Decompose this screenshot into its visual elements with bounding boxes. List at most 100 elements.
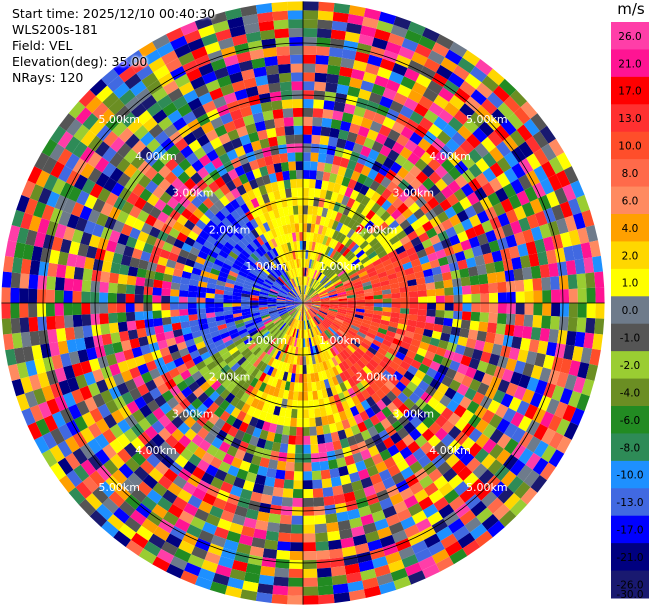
velocity-cell <box>297 400 303 410</box>
velocity-cell <box>516 124 533 142</box>
velocity-cell <box>300 338 303 348</box>
velocity-cell <box>303 303 310 310</box>
velocity-cell <box>287 307 296 313</box>
velocity-cell <box>474 339 486 352</box>
velocity-cell <box>108 229 121 243</box>
velocity-cell <box>323 318 332 326</box>
velocity-cell <box>146 511 163 527</box>
velocity-cell <box>305 311 309 321</box>
velocity-cell <box>533 303 543 316</box>
velocity-cell <box>311 279 317 288</box>
velocity-cell <box>211 334 222 343</box>
velocity-cell <box>343 40 359 52</box>
velocity-cell <box>165 157 179 172</box>
velocity-cell <box>298 382 303 392</box>
velocity-cell <box>253 528 267 540</box>
velocity-cell <box>28 215 42 232</box>
velocity-cell <box>249 303 259 306</box>
velocity-cell <box>470 284 481 295</box>
velocity-cell <box>286 251 292 261</box>
velocity-cell <box>288 435 297 445</box>
velocity-cell <box>435 34 454 50</box>
velocity-cell <box>116 303 126 313</box>
velocity-cell <box>297 391 303 401</box>
velocity-cell <box>489 216 502 230</box>
velocity-cell <box>315 362 322 373</box>
velocity-cell <box>349 517 363 529</box>
velocity-cell <box>280 274 288 283</box>
velocity-cell <box>371 37 388 50</box>
velocity-cell <box>350 170 361 182</box>
velocity-cell <box>172 190 185 203</box>
velocity-cell <box>157 475 173 490</box>
velocity-cell <box>300 276 303 286</box>
velocity-cell <box>191 46 208 60</box>
velocity-cell <box>303 489 314 499</box>
velocity-cell <box>294 303 303 305</box>
velocity-cell <box>330 404 339 415</box>
velocity-cell <box>277 207 285 218</box>
velocity-cell <box>210 330 221 338</box>
velocity-cell <box>213 369 224 381</box>
velocity-cell <box>312 232 318 243</box>
velocity-cell <box>460 183 475 197</box>
colorbar-tick-label: -4.0 <box>620 387 641 399</box>
velocity-cell <box>194 576 213 590</box>
velocity-cell <box>283 344 290 354</box>
velocity-cell <box>403 409 416 422</box>
velocity-cell <box>412 145 426 159</box>
velocity-cell <box>185 202 198 214</box>
velocity-cell <box>355 311 365 316</box>
velocity-cell <box>300 294 303 303</box>
velocity-cell <box>320 306 330 310</box>
velocity-cell <box>221 262 232 271</box>
velocity-cell <box>530 113 547 131</box>
velocity-cell <box>132 218 145 231</box>
velocity-cell <box>269 249 277 259</box>
velocity-cell <box>330 323 339 331</box>
velocity-cell <box>511 146 527 163</box>
velocity-cell <box>541 427 556 445</box>
velocity-cell <box>342 321 352 328</box>
velocity-cell <box>437 364 449 376</box>
velocity-cell <box>172 117 188 131</box>
velocity-cell <box>67 186 82 202</box>
velocity-cell <box>172 403 185 416</box>
velocity-cell <box>98 108 115 125</box>
velocity-cell <box>349 405 360 417</box>
velocity-cell <box>568 288 578 303</box>
velocity-cell <box>188 381 200 393</box>
velocity-cell <box>494 464 510 482</box>
velocity-cell <box>301 285 303 295</box>
velocity-cell <box>221 351 232 361</box>
velocity-cell <box>228 328 239 336</box>
velocity-cell <box>189 279 199 287</box>
velocity-cell <box>502 135 519 152</box>
velocity-cell <box>576 317 587 333</box>
velocity-cell <box>273 117 285 128</box>
velocity-cell <box>505 382 519 397</box>
velocity-cell <box>340 259 350 268</box>
velocity-cell <box>342 369 352 380</box>
velocity-cell <box>94 157 110 173</box>
velocity-cell <box>306 320 310 330</box>
velocity-cell <box>396 133 410 147</box>
velocity-cell <box>217 374 228 385</box>
velocity-cell <box>447 412 461 426</box>
velocity-cell <box>316 161 326 172</box>
velocity-cell <box>81 279 92 292</box>
velocity-cell <box>256 236 265 246</box>
colorbar-tick-label: 4.0 <box>622 223 639 235</box>
velocity-cell <box>289 290 297 298</box>
velocity-cell <box>237 240 247 250</box>
velocity-cell <box>303 303 308 311</box>
velocity-cell <box>109 423 124 439</box>
velocity-cell <box>331 220 340 231</box>
velocity-cell <box>183 460 197 475</box>
velocity-cell <box>296 187 303 197</box>
velocity-cell <box>250 140 262 152</box>
velocity-cell <box>180 321 191 329</box>
velocity-cell <box>443 79 460 95</box>
velocity-cell <box>326 328 335 336</box>
velocity-cell <box>120 254 132 267</box>
